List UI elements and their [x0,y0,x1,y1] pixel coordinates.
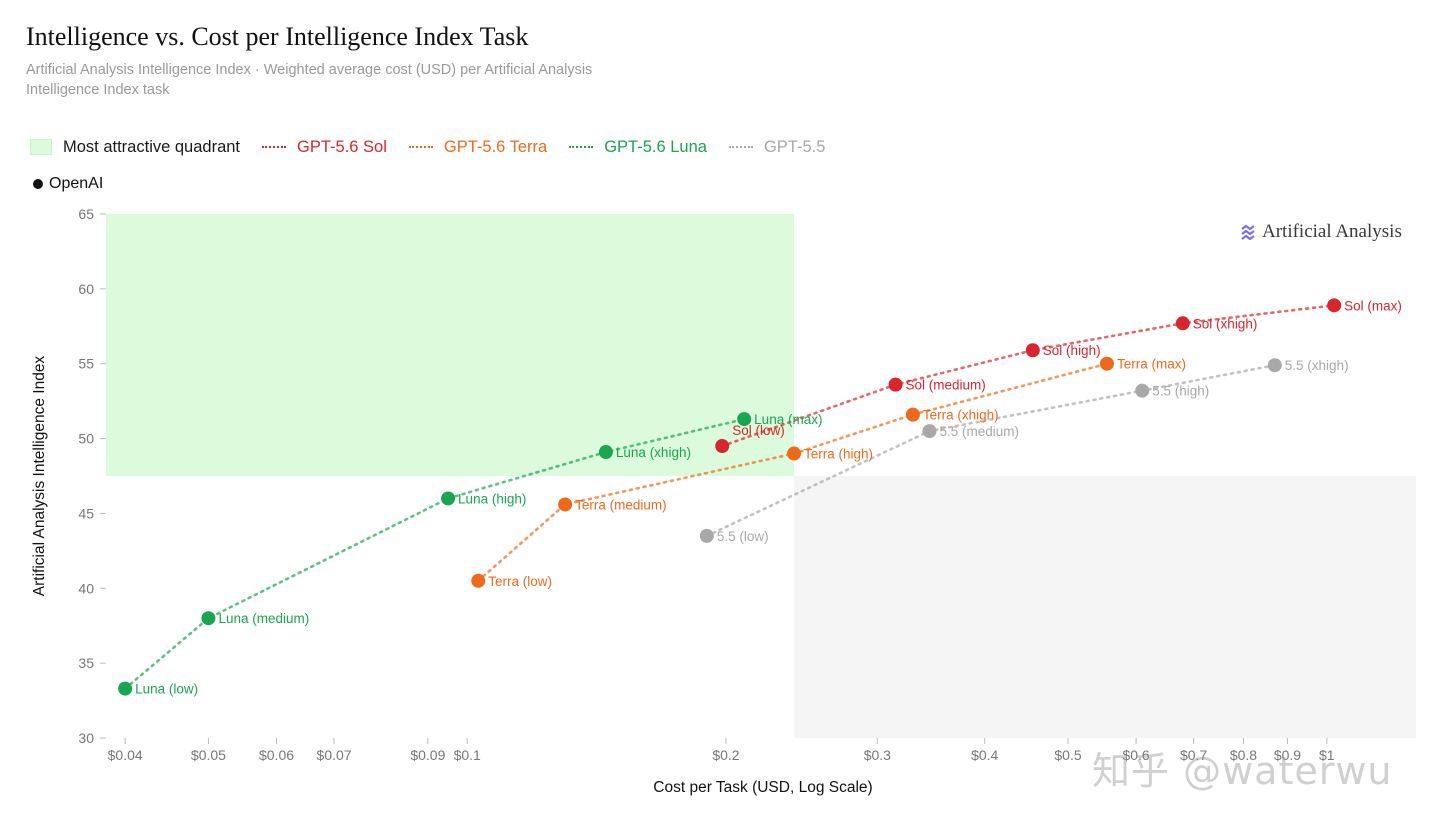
series-points: Sol (low) Sol (medium) Sol (high) Sol (xhig… [118,298,1402,697]
point-gpt-5-6-luna-4[interactable] [737,412,752,427]
point-label: 5.5 (low) [717,529,769,544]
chart-title: Intelligence vs. Cost per Intelligence I… [26,22,529,51]
legend-label-quadrant: Most attractive quadrant [63,137,241,156]
chart-subtitle: Artificial Analysis Intelligence Index ·… [26,62,593,98]
point-gpt-5-6-luna-3[interactable] [598,445,613,460]
legend-item-gpt55[interactable]: GPT-5.5 [728,137,826,157]
point-label: Luna (max) [754,412,822,427]
point-label: Luna (high) [458,491,526,506]
y-tick-label: 35 [78,655,94,671]
point-gpt-5-5-2[interactable] [1135,383,1150,398]
x-axis: $0.04 $0.05 $0.06 $0.07 $0.09 $0.1 $0.2 $0.3 $0.… [108,738,1335,763]
x-tick-label: $0.1 [454,747,481,763]
y-tick-label: 60 [78,281,94,297]
point-label: 5.5 (xhigh) [1285,358,1349,373]
point-gpt-5-6-luna-1[interactable] [201,611,216,626]
attractive-quadrant-region [106,214,795,476]
unattractive-region [794,476,1416,738]
openai-dot-icon [33,179,43,189]
point-label: Luna (medium) [218,611,309,626]
point-label: 5.5 (medium) [939,424,1019,439]
terra-dash-marker [408,146,433,148]
point-label: Terra (high) [804,447,873,462]
point-label: Sol (xhigh) [1193,316,1258,331]
point-gpt-5-6-sol-3[interactable] [1175,316,1190,331]
y-tick-label: 45 [78,505,94,521]
legend-item-luna[interactable]: GPT-5.6 Luna [569,138,707,157]
artificial-analysis-brand[interactable]: Artificial Analysis [1240,219,1402,245]
luna-dash-marker [569,146,594,148]
point-label: Luna (xhigh) [616,445,691,460]
legend-item-terra[interactable]: GPT-5.6 Terra [408,137,548,157]
point-label: Terra (xhigh) [923,408,999,423]
y-tick-label: 65 [78,206,94,222]
x-tick-label: $0.8 [1230,747,1257,763]
point-gpt-5-6-sol-1[interactable] [888,377,903,392]
x-tick-label: $0.04 [108,747,143,763]
x-tick-label: $0.07 [317,747,352,763]
org-legend-label: OpenAI [49,175,104,192]
gpt55-dash-marker [728,146,753,148]
x-tick-label: $0.3 [864,747,891,763]
point-gpt-5-6-terra-0[interactable] [471,573,486,588]
y-tick-label: 50 [78,431,94,447]
y-tick-label: 30 [78,730,94,746]
x-tick-label: $1 [1319,747,1335,763]
x-tick-label: $0.05 [191,747,226,763]
point-label: Luna (low) [135,682,198,697]
point-gpt-5-6-terra-3[interactable] [905,407,920,422]
x-tick-label: $0.2 [712,747,739,763]
point-gpt-5-6-luna-0[interactable] [118,681,133,696]
legend-label-luna: GPT-5.6 Luna [604,137,707,156]
org-legend-openai[interactable]: OpenAI [33,174,103,194]
point-gpt-5-6-sol-0[interactable] [715,439,730,454]
point-label: Terra (medium) [575,497,667,512]
x-tick-label: $0.5 [1054,747,1081,763]
sol-dash-marker [262,146,287,148]
legend-label-sol: GPT-5.6 Sol [297,137,387,156]
x-axis-title: Cost per Task (USD, Log Scale) [653,779,872,796]
point-label: Sol (medium) [906,378,986,393]
point-gpt-5-5-3[interactable] [1267,358,1282,373]
point-gpt-5-6-terra-1[interactable] [558,497,573,512]
point-gpt-5-6-sol-2[interactable] [1025,343,1040,358]
point-gpt-5-5-0[interactable] [699,528,714,543]
y-tick-label: 55 [78,356,94,372]
quadrant-swatch [30,139,52,155]
artificial-analysis-logo-icon [1241,224,1255,240]
x-tick-label: $0.6 [1122,747,1149,763]
watermark: 知乎 @waterwu [1092,749,1393,793]
x-tick-label: $0.9 [1274,747,1301,763]
brand-label: Artificial Analysis [1262,221,1402,242]
legend-label-terra: GPT-5.6 Terra [443,137,548,156]
y-axis: 30 35 40 45 50 55 60 65 [78,206,106,746]
point-gpt-5-5-1[interactable] [922,424,937,439]
legend-item-sol[interactable]: GPT-5.6 Sol [262,138,387,157]
point-gpt-5-6-terra-2[interactable] [787,446,802,461]
point-label: Sol (low) [732,423,785,438]
y-tick-label: 40 [78,580,94,596]
x-tick-label: $0.06 [259,747,294,763]
point-label: Terra (low) [488,574,552,589]
x-tick-label: $0.7 [1180,747,1207,763]
point-label: Sol (high) [1043,343,1101,358]
point-label: 5.5 (high) [1152,384,1209,399]
legend-label-gpt55: GPT-5.5 [763,137,826,156]
point-label: Sol (max) [1344,298,1402,313]
point-gpt-5-6-sol-4[interactable] [1327,298,1342,313]
x-tick-label: $0.09 [410,747,445,763]
point-gpt-5-6-terra-4[interactable] [1099,356,1114,371]
point-label: Terra (max) [1117,357,1186,372]
y-axis-title: Artificial Analysis Intelligence Index [31,356,48,597]
chart-legend: Most attractive quadrant GPT-5.6 Sol GPT… [30,134,847,160]
legend-item-quadrant[interactable]: Most attractive quadrant [30,138,240,157]
x-tick-label: $0.4 [971,747,998,763]
point-gpt-5-6-luna-2[interactable] [441,491,456,506]
